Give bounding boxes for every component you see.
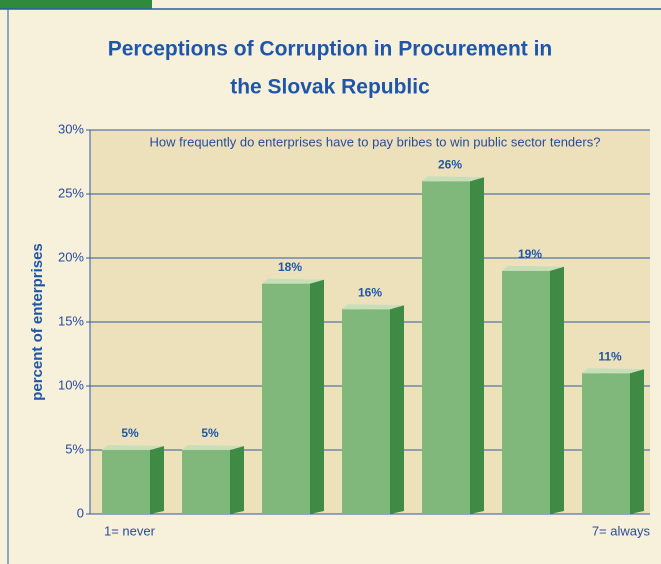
bar xyxy=(182,450,230,514)
tab xyxy=(0,0,152,9)
bar-side xyxy=(470,177,484,514)
bar-top xyxy=(182,445,244,450)
y-axis-label: percent of enterprises xyxy=(29,243,46,401)
bar xyxy=(102,450,150,514)
y-tick-label: 20% xyxy=(58,249,84,264)
value-label: 5% xyxy=(121,426,139,440)
bar-top xyxy=(102,445,164,450)
y-tick-label: 5% xyxy=(65,441,84,456)
bar xyxy=(262,283,310,514)
y-tick-label: 30% xyxy=(58,121,84,136)
bar xyxy=(582,373,630,514)
bar-side xyxy=(550,266,564,514)
bar-side xyxy=(390,305,404,514)
bar xyxy=(422,181,470,514)
chart-title: Perceptions of Corruption in Procurement… xyxy=(108,38,553,61)
value-label: 18% xyxy=(278,260,302,274)
bar xyxy=(502,270,550,514)
value-label: 16% xyxy=(358,285,382,299)
bar xyxy=(342,309,390,514)
value-label: 11% xyxy=(598,349,622,363)
value-label: 5% xyxy=(201,426,219,440)
bar-side xyxy=(150,446,164,514)
bar-side xyxy=(310,279,324,514)
bar-top xyxy=(262,278,324,284)
annotation: How frequently do enterprises have to pa… xyxy=(150,134,601,149)
bar-top xyxy=(502,265,564,271)
chart-title: the Slovak Republic xyxy=(230,76,430,99)
value-label: 19% xyxy=(518,247,542,261)
bar-side xyxy=(230,446,244,514)
y-tick-label: 0 xyxy=(77,505,84,520)
bar-side xyxy=(630,369,644,514)
bar-top xyxy=(422,176,484,182)
x-tick-label: 1= never xyxy=(104,523,156,538)
value-label: 26% xyxy=(438,157,462,171)
bar-top xyxy=(342,304,404,310)
y-tick-label: 25% xyxy=(58,185,84,200)
x-tick-label: 7= always xyxy=(592,523,651,538)
y-tick-label: 10% xyxy=(58,377,84,392)
y-tick-label: 15% xyxy=(58,313,84,328)
bar-top xyxy=(582,368,644,374)
